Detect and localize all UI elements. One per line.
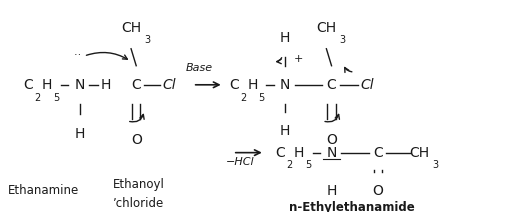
Text: n-Ethylethanamide: n-Ethylethanamide [289,201,415,212]
Text: Ethanoyl: Ethanoyl [113,178,164,191]
Text: Cl: Cl [163,78,176,92]
Text: Ethanamine: Ethanamine [8,184,79,197]
Text: 2: 2 [240,92,246,103]
Text: N: N [326,146,337,160]
Text: 5: 5 [259,92,265,103]
Text: 5: 5 [53,92,59,103]
Text: 3: 3 [433,160,439,170]
Text: N: N [280,78,290,92]
Text: ··: ·· [75,50,85,60]
Text: H: H [326,184,337,198]
Text: C: C [132,78,141,92]
Text: Cl: Cl [361,78,374,92]
Text: O: O [131,133,142,147]
Text: CH: CH [409,146,429,160]
Text: H: H [293,146,304,160]
Text: C: C [24,78,33,92]
Text: CH: CH [121,21,141,35]
Text: H: H [247,78,258,92]
Text: CH: CH [316,21,337,35]
Text: C: C [276,146,285,160]
Text: C: C [373,146,382,160]
Text: H: H [280,124,290,138]
Text: H: H [100,78,111,92]
Text: C: C [229,78,238,92]
Text: ʼchloride: ʼchloride [113,197,164,210]
Text: C: C [327,78,336,92]
Text: 5: 5 [305,160,311,170]
Text: H: H [280,31,290,45]
Text: O: O [372,184,383,198]
Text: O: O [326,133,337,147]
Text: Base: Base [186,63,213,73]
Text: H: H [75,127,85,141]
Text: 3: 3 [144,35,151,45]
Text: N: N [75,78,85,92]
Text: H: H [42,78,52,92]
Text: 3: 3 [340,35,346,45]
Text: +: + [293,54,303,64]
Text: 2: 2 [286,160,292,170]
Text: 2: 2 [34,92,41,103]
Text: −HCl: −HCl [226,157,255,167]
